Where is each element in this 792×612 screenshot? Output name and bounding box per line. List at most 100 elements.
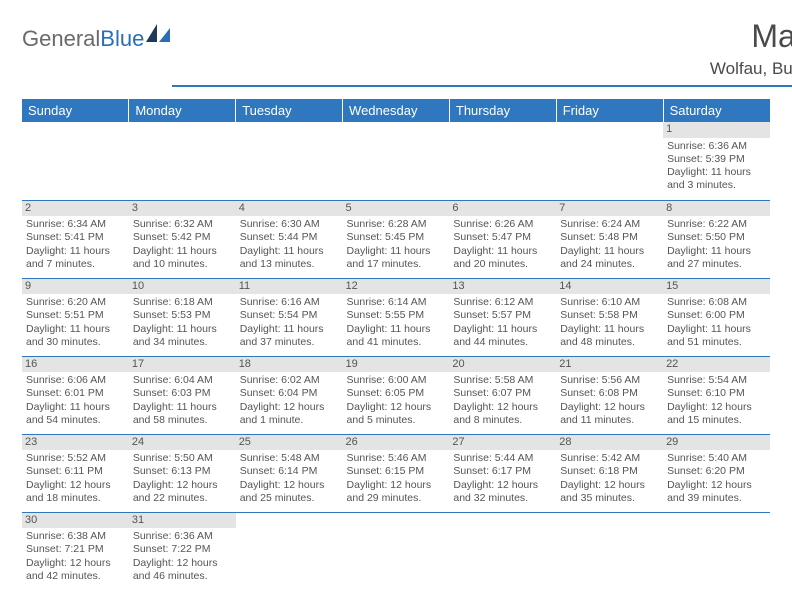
day-number: 14 (556, 279, 663, 295)
daylight-line: and 37 minutes. (240, 336, 339, 349)
calendar-day-cell (556, 122, 663, 200)
day-number: 25 (236, 435, 343, 451)
calendar-day-cell: 23Sunrise: 5:52 AMSunset: 6:11 PMDayligh… (22, 434, 129, 512)
sunrise-line: Sunrise: 5:42 AM (560, 452, 659, 465)
calendar-day-cell: 16Sunrise: 6:06 AMSunset: 6:01 PMDayligh… (22, 356, 129, 434)
day-number: 31 (129, 513, 236, 529)
daylight-line: and 11 minutes. (560, 414, 659, 427)
sunset-line: Sunset: 5:42 PM (133, 231, 232, 244)
day-number: 26 (343, 435, 450, 451)
calendar-week-row: 16Sunrise: 6:06 AMSunset: 6:01 PMDayligh… (22, 356, 770, 434)
day-number: 8 (663, 201, 770, 217)
sunrise-line: Sunrise: 6:06 AM (26, 374, 125, 387)
daylight-line: Daylight: 12 hours (133, 479, 232, 492)
calendar-day-cell (556, 512, 663, 590)
daylight-line: and 44 minutes. (453, 336, 552, 349)
daylight-line: and 13 minutes. (240, 258, 339, 271)
calendar-header-row: SundayMondayTuesdayWednesdayThursdayFrid… (22, 99, 770, 122)
sunrise-line: Sunrise: 5:40 AM (667, 452, 766, 465)
sunset-line: Sunset: 5:45 PM (347, 231, 446, 244)
calendar-day-cell (236, 122, 343, 200)
daylight-line: Daylight: 11 hours (667, 245, 766, 258)
day-number: 5 (343, 201, 450, 217)
sunrise-line: Sunrise: 6:24 AM (560, 218, 659, 231)
sunset-line: Sunset: 6:20 PM (667, 465, 766, 478)
sunset-line: Sunset: 6:14 PM (240, 465, 339, 478)
day-number: 7 (556, 201, 663, 217)
daylight-line: Daylight: 12 hours (347, 401, 446, 414)
day-number: 29 (663, 435, 770, 451)
sunrise-line: Sunrise: 6:16 AM (240, 296, 339, 309)
calendar-day-cell: 18Sunrise: 6:02 AMSunset: 6:04 PMDayligh… (236, 356, 343, 434)
day-number: 11 (236, 279, 343, 295)
calendar-day-cell (449, 512, 556, 590)
daylight-line: Daylight: 12 hours (240, 479, 339, 492)
sunrise-line: Sunrise: 6:08 AM (667, 296, 766, 309)
sunrise-line: Sunrise: 5:48 AM (240, 452, 339, 465)
sunset-line: Sunset: 5:51 PM (26, 309, 125, 322)
daylight-line: and 54 minutes. (26, 414, 125, 427)
day-number: 19 (343, 357, 450, 373)
daylight-line: Daylight: 11 hours (347, 323, 446, 336)
calendar-week-row: 1Sunrise: 6:36 AMSunset: 5:39 PMDaylight… (22, 122, 770, 200)
daylight-line: Daylight: 11 hours (347, 245, 446, 258)
day-number: 16 (22, 357, 129, 373)
day-number: 13 (449, 279, 556, 295)
sunset-line: Sunset: 5:58 PM (560, 309, 659, 322)
calendar-day-cell: 11Sunrise: 6:16 AMSunset: 5:54 PMDayligh… (236, 278, 343, 356)
sunrise-line: Sunrise: 6:10 AM (560, 296, 659, 309)
sunset-line: Sunset: 5:55 PM (347, 309, 446, 322)
sunset-line: Sunset: 6:05 PM (347, 387, 446, 400)
sunrise-line: Sunrise: 5:56 AM (560, 374, 659, 387)
calendar-day-cell: 5Sunrise: 6:28 AMSunset: 5:45 PMDaylight… (343, 200, 450, 278)
sunset-line: Sunset: 6:03 PM (133, 387, 232, 400)
calendar-day-cell: 26Sunrise: 5:46 AMSunset: 6:15 PMDayligh… (343, 434, 450, 512)
header: GeneralBlue March 2025 Wolfau, Burgenlan… (22, 18, 770, 87)
calendar-week-row: 23Sunrise: 5:52 AMSunset: 6:11 PMDayligh… (22, 434, 770, 512)
daylight-line: Daylight: 11 hours (26, 401, 125, 414)
calendar-day-cell: 4Sunrise: 6:30 AMSunset: 5:44 PMDaylight… (236, 200, 343, 278)
calendar-day-cell: 6Sunrise: 6:26 AMSunset: 5:47 PMDaylight… (449, 200, 556, 278)
sunrise-line: Sunrise: 6:38 AM (26, 530, 125, 543)
sunset-line: Sunset: 6:00 PM (667, 309, 766, 322)
daylight-line: and 8 minutes. (453, 414, 552, 427)
daylight-line: Daylight: 12 hours (560, 401, 659, 414)
sunset-line: Sunset: 6:07 PM (453, 387, 552, 400)
daylight-line: Daylight: 11 hours (667, 166, 766, 179)
sunrise-line: Sunrise: 6:32 AM (133, 218, 232, 231)
sunset-line: Sunset: 7:21 PM (26, 543, 125, 556)
day-number: 17 (129, 357, 236, 373)
calendar-week-row: 2Sunrise: 6:34 AMSunset: 5:41 PMDaylight… (22, 200, 770, 278)
day-number: 24 (129, 435, 236, 451)
sunset-line: Sunset: 6:13 PM (133, 465, 232, 478)
calendar-day-cell: 29Sunrise: 5:40 AMSunset: 6:20 PMDayligh… (663, 434, 770, 512)
calendar-week-row: 9Sunrise: 6:20 AMSunset: 5:51 PMDaylight… (22, 278, 770, 356)
day-number: 28 (556, 435, 663, 451)
calendar-day-cell: 2Sunrise: 6:34 AMSunset: 5:41 PMDaylight… (22, 200, 129, 278)
daylight-line: Daylight: 11 hours (240, 245, 339, 258)
weekday-header: Monday (129, 99, 236, 122)
weekday-header: Sunday (22, 99, 129, 122)
daylight-line: Daylight: 12 hours (453, 479, 552, 492)
daylight-line: Daylight: 12 hours (26, 479, 125, 492)
sunrise-line: Sunrise: 6:28 AM (347, 218, 446, 231)
calendar-day-cell: 27Sunrise: 5:44 AMSunset: 6:17 PMDayligh… (449, 434, 556, 512)
sunset-line: Sunset: 6:04 PM (240, 387, 339, 400)
daylight-line: and 46 minutes. (133, 570, 232, 583)
weekday-header: Saturday (663, 99, 770, 122)
day-number: 22 (663, 357, 770, 373)
daylight-line: and 3 minutes. (667, 179, 766, 192)
sunset-line: Sunset: 6:10 PM (667, 387, 766, 400)
weekday-header: Friday (556, 99, 663, 122)
sunrise-line: Sunrise: 6:12 AM (453, 296, 552, 309)
day-number: 9 (22, 279, 129, 295)
weekday-header: Tuesday (236, 99, 343, 122)
weekday-header: Thursday (449, 99, 556, 122)
calendar-table: SundayMondayTuesdayWednesdayThursdayFrid… (22, 99, 770, 590)
calendar-day-cell: 19Sunrise: 6:00 AMSunset: 6:05 PMDayligh… (343, 356, 450, 434)
sunrise-line: Sunrise: 5:58 AM (453, 374, 552, 387)
day-number: 12 (343, 279, 450, 295)
sunset-line: Sunset: 5:47 PM (453, 231, 552, 244)
calendar-day-cell: 1Sunrise: 6:36 AMSunset: 5:39 PMDaylight… (663, 122, 770, 200)
daylight-line: Daylight: 12 hours (133, 557, 232, 570)
